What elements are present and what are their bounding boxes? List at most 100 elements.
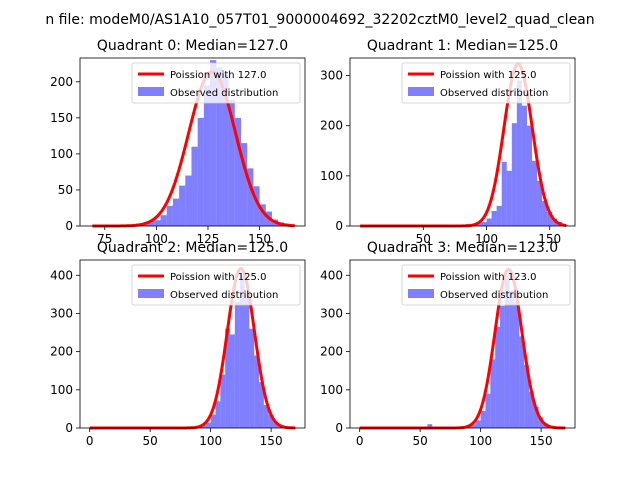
y-tick-label: 300 (320, 69, 343, 83)
legend-hist-swatch (408, 289, 434, 298)
y-tick-label: 400 (320, 268, 343, 282)
histogram-bar (263, 405, 269, 428)
legend-box (401, 264, 571, 306)
quadrant-title: Quadrant 0: Median=127.0 (97, 38, 288, 54)
legend-fit-label: Poission with 127.0 (170, 70, 266, 81)
x-tick-label: 150 (530, 434, 553, 448)
histogram-bar (526, 125, 533, 226)
x-tick-label: 150 (538, 232, 561, 246)
histogram-bar (500, 305, 505, 428)
histogram-bar (496, 205, 502, 226)
histogram-bar (511, 123, 517, 226)
histogram-bar (172, 198, 180, 226)
quadrant-title: Quadrant 1: Median=125.0 (367, 38, 558, 54)
quadrant-3-chart: 0 50 100 150 0 100 200 300 400 Poission with 123.… (320, 240, 576, 448)
y-tick-label: 0 (65, 219, 73, 233)
y-tick-label: 0 (335, 421, 343, 435)
quadrant-0-chart: 75 100 125 150 0 50 100 150 200 Poission with 127… (50, 38, 306, 246)
histogram-bar (481, 221, 487, 226)
histogram-bar (514, 302, 520, 428)
legend-box (401, 62, 571, 104)
histogram-bar (254, 355, 260, 428)
histogram-bar (427, 424, 433, 428)
y-tick-label: 300 (50, 306, 73, 320)
legend-fit-label: Poission with 125.0 (440, 70, 536, 81)
histogram-bar (239, 275, 245, 428)
histogram-bar (259, 382, 264, 428)
x-tick-label: 100 (145, 232, 168, 246)
axes-frame (349, 57, 576, 227)
legend-fit-label: Poission with 123.0 (440, 272, 536, 283)
histogram-bar (154, 220, 161, 226)
histogram-bar (234, 302, 240, 428)
x-tick-label: 100 (469, 434, 492, 448)
histogram-bar (166, 205, 173, 226)
quadrant-title: Quadrant 3: Median=123.0 (367, 240, 558, 256)
histogram-bar (225, 328, 230, 428)
histogram-bar (179, 185, 186, 226)
histogram-bar (220, 374, 226, 428)
y-tick-label: 50 (58, 183, 73, 197)
legend-hist-swatch (408, 87, 434, 96)
x-tick-label: 50 (143, 434, 158, 448)
histogram-bar (480, 410, 486, 428)
quadrant-title: Quadrant 2: Median=125.0 (97, 240, 288, 256)
histogram-bar (476, 222, 482, 226)
histogram-bar (516, 80, 522, 226)
histogram-bar (521, 105, 527, 226)
y-tick-label: 100 (50, 147, 73, 161)
y-tick-label: 200 (50, 75, 73, 89)
histogram-bar (509, 290, 515, 428)
histogram-bar (259, 204, 266, 226)
histogram-bar (160, 215, 167, 226)
legend-hist-label: Observed distribution (440, 290, 548, 301)
histogram-bar (485, 393, 491, 428)
histogram-bar (205, 422, 211, 428)
histogram-bar (249, 328, 255, 428)
histogram-bar (538, 417, 544, 428)
histogram-bar (529, 391, 534, 428)
y-tick-label: 200 (50, 345, 73, 359)
y-tick-label: 300 (320, 306, 343, 320)
histogram-bar (490, 359, 496, 428)
histogram-bar (244, 294, 250, 428)
x-tick-label: 75 (97, 232, 112, 246)
y-tick-label: 200 (320, 119, 343, 133)
legend-hist-swatch (138, 289, 164, 298)
x-tick-label: 100 (475, 232, 498, 246)
histogram-bar (519, 336, 525, 428)
x-tick-label: 0 (356, 434, 364, 448)
legend-hist-label: Observed distribution (440, 88, 548, 99)
legend-hist-label: Observed distribution (170, 290, 278, 301)
legend-hist-label: Observed distribution (170, 88, 278, 99)
histogram-bar (524, 365, 530, 428)
y-tick-label: 100 (320, 169, 343, 183)
histogram-bar (506, 170, 512, 226)
quadrant-1-chart: 50 100 150 0 100 200 300 Poission with 125.0 Obs… (320, 38, 576, 246)
x-tick-label: 50 (416, 232, 431, 246)
legend-box (131, 62, 301, 104)
histogram-bar (210, 60, 217, 226)
histogram-bar (200, 424, 206, 428)
histogram-bar (273, 422, 279, 428)
histogram-bar (253, 186, 260, 226)
histogram-bar (475, 420, 481, 428)
axes-frame (79, 259, 306, 429)
histogram-bar (532, 160, 538, 226)
y-tick-label: 150 (50, 111, 73, 125)
legend-hist-swatch (138, 87, 164, 96)
histogram-bar (533, 407, 539, 428)
axes-frame (79, 57, 306, 227)
y-tick-label: 400 (50, 268, 73, 282)
histogram-bar (197, 117, 204, 226)
histogram-bar (504, 275, 510, 428)
histogram-bar (542, 200, 548, 226)
histogram-bar (491, 210, 497, 226)
histogram-bar (486, 218, 492, 226)
quadrant-2-chart: 0 50 100 150 0 100 200 300 400 Poission with 125.… (50, 240, 306, 448)
x-tick-label: 125 (197, 232, 220, 246)
histogram-bar (210, 414, 216, 428)
histogram-bar (268, 414, 274, 428)
histogram-bar (148, 220, 155, 226)
